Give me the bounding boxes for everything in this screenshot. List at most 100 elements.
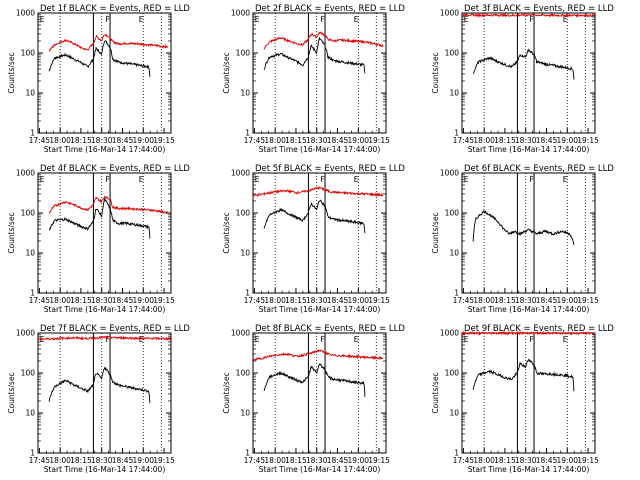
x-tick-label: 17:45 <box>453 456 475 465</box>
plot-frame <box>461 172 596 294</box>
x-tick-label: 17:45 <box>29 136 51 145</box>
y-axis-label: Counts/sec <box>222 372 231 413</box>
plot-frame <box>37 332 172 454</box>
y-tick-label: 100 <box>21 369 36 378</box>
x-tick-label: 18:45 <box>327 296 349 305</box>
event-marker-label: E <box>464 335 469 344</box>
event-marker-label: E <box>354 175 359 184</box>
x-tick-label: 18:15 <box>70 136 92 145</box>
y-axis-label: Counts/sec <box>222 212 231 253</box>
y-tick-label: 100 <box>445 49 460 58</box>
panel-title: Det 9f BLACK = Events, RED = LLD <box>464 324 614 334</box>
y-axis-label: Counts/sec <box>431 52 440 93</box>
x-tick-label: 19:00 <box>556 456 578 465</box>
x-tick-label: 18:15 <box>285 296 307 305</box>
panel-title: Det 6f BLACK = Events, RED = LLD <box>464 164 614 174</box>
series-lld-line <box>48 33 169 52</box>
x-tick-label: 18:30 <box>91 456 113 465</box>
event-marker-label: E <box>40 175 45 184</box>
y-tick-label: 1 <box>30 449 35 458</box>
x-tick-label: 19:15 <box>577 296 599 305</box>
x-tick-label: 18:00 <box>49 296 71 305</box>
series-events-line <box>263 36 366 74</box>
event-marker-label: F <box>530 335 534 344</box>
x-tick-label: 18:15 <box>285 456 307 465</box>
panel-title: Det 2f BLACK = Events, RED = LLD <box>255 4 405 14</box>
x-tick-label: 19:15 <box>153 296 175 305</box>
y-tick-label: 100 <box>236 369 251 378</box>
y-tick-label: 10 <box>25 409 35 418</box>
x-tick-label: 19:15 <box>577 456 599 465</box>
x-tick-label: 17:45 <box>244 296 266 305</box>
x-tick-label: 17:45 <box>29 296 51 305</box>
y-tick-label: 1000 <box>231 329 250 338</box>
event-marker-label: E <box>354 335 359 344</box>
panel-title: Det 1f BLACK = Events, RED = LLD <box>40 4 190 14</box>
y-tick-label: 10 <box>449 249 459 258</box>
y-tick-label: 10 <box>25 249 35 258</box>
panel-title: Det 7f BLACK = Events, RED = LLD <box>40 324 190 334</box>
event-marker-label: F <box>530 15 534 24</box>
event-marker-label: E <box>139 175 144 184</box>
x-tick-label: 18:45 <box>327 456 349 465</box>
x-tick-label: 18:30 <box>306 136 328 145</box>
x-tick-label: 19:00 <box>347 296 369 305</box>
x-tick-label: 18:00 <box>264 136 286 145</box>
event-marker-label: E <box>255 15 260 24</box>
event-marker-label: F <box>530 175 534 184</box>
x-tick-label: 18:00 <box>264 456 286 465</box>
x-tick-label: 19:00 <box>556 296 578 305</box>
plot-frame <box>37 172 172 294</box>
x-tick-label: 18:00 <box>264 296 286 305</box>
series-events-line <box>48 197 151 239</box>
x-tick-label: 19:15 <box>153 456 175 465</box>
x-axis-label: Start Time (16-Mar-14 17:44:00) <box>44 145 166 154</box>
x-tick-label: 17:45 <box>29 456 51 465</box>
y-tick-label: 1 <box>245 449 250 458</box>
y-tick-label: 100 <box>236 49 251 58</box>
x-axis-label: Start Time (16-Mar-14 17:44:00) <box>468 145 590 154</box>
x-axis-label: Start Time (16-Mar-14 17:44:00) <box>259 305 381 314</box>
y-tick-label: 1000 <box>16 169 35 178</box>
x-tick-label: 18:45 <box>327 136 349 145</box>
x-tick-label: 18:45 <box>112 136 134 145</box>
y-tick-label: 1 <box>454 449 459 458</box>
y-tick-label: 1000 <box>16 9 35 18</box>
x-axis-label: Start Time (16-Mar-14 17:44:00) <box>44 305 166 314</box>
x-axis-label: Start Time (16-Mar-14 17:44:00) <box>468 305 590 314</box>
event-marker-label: E <box>563 335 568 344</box>
plot-frame <box>461 12 596 134</box>
event-marker-label: E <box>139 15 144 24</box>
x-axis-label: Start Time (16-Mar-14 17:44:00) <box>44 465 166 474</box>
x-tick-label: 18:15 <box>494 296 516 305</box>
event-marker-label: E <box>563 15 568 24</box>
x-tick-label: 17:45 <box>453 136 475 145</box>
y-tick-label: 100 <box>445 369 460 378</box>
series-events-line <box>472 358 575 392</box>
series-events-line <box>263 363 366 397</box>
y-tick-label: 1 <box>245 289 250 298</box>
y-tick-label: 1 <box>30 129 35 138</box>
x-tick-label: 17:45 <box>244 456 266 465</box>
event-marker-label: E <box>255 175 260 184</box>
event-marker-label: E <box>563 175 568 184</box>
y-tick-label: 10 <box>25 89 35 98</box>
event-marker-label: F <box>106 15 110 24</box>
y-tick-label: 10 <box>240 249 250 258</box>
x-tick-label: 18:30 <box>515 456 537 465</box>
x-tick-label: 17:45 <box>244 136 266 145</box>
x-tick-label: 18:15 <box>285 136 307 145</box>
event-marker-label: F <box>106 335 110 344</box>
y-tick-label: 1 <box>454 289 459 298</box>
x-tick-label: 18:30 <box>91 136 113 145</box>
event-marker-label: E <box>464 175 469 184</box>
x-tick-label: 18:30 <box>306 456 328 465</box>
plot-frame <box>252 172 387 294</box>
